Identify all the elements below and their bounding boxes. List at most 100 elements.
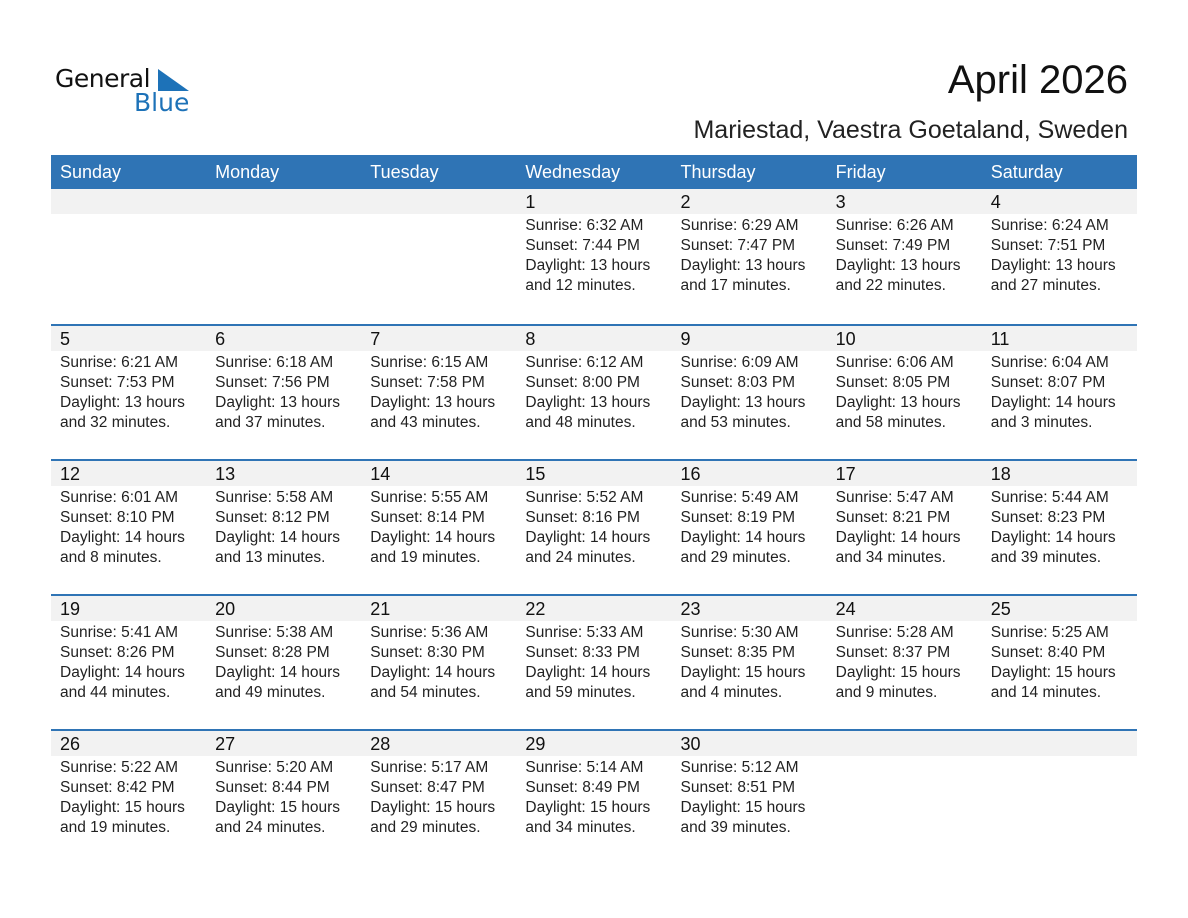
- sunset-text: Sunset: 8:33 PM: [525, 644, 640, 661]
- sunrise-text: Sunrise: 5:55 AM: [370, 489, 489, 506]
- logo-word-general: General: [55, 64, 151, 93]
- day-number: 15: [525, 464, 546, 484]
- daylight-text: Daylight: 15 hours: [215, 799, 341, 816]
- sunrise-text: Sunrise: 6:26 AM: [835, 217, 954, 234]
- day-number: 27: [215, 734, 236, 754]
- day-number: 11: [990, 329, 1010, 349]
- day-number: 28: [370, 734, 391, 754]
- sunset-text: Sunset: 8:28 PM: [215, 644, 330, 661]
- sunrise-text: Sunrise: 5:14 AM: [525, 759, 644, 776]
- sunrise-text: Sunrise: 5:58 AM: [215, 489, 334, 506]
- sunset-text: Sunset: 8:21 PM: [835, 509, 951, 526]
- minutes-text: and 34 minutes.: [525, 819, 636, 836]
- sunrise-text: Sunrise: 5:52 AM: [525, 489, 644, 506]
- minutes-text: and 19 minutes.: [60, 819, 171, 836]
- empty-cell: [827, 731, 982, 838]
- sunrise-text: Sunrise: 6:18 AM: [215, 354, 334, 371]
- daylight-text: Daylight: 14 hours: [60, 529, 185, 546]
- minutes-text: and 43 minutes.: [370, 414, 481, 431]
- sunrise-text: Sunrise: 5:44 AM: [990, 489, 1109, 506]
- minutes-text: and 3 minutes.: [990, 414, 1093, 431]
- logo-word-blue: Blue: [134, 88, 190, 117]
- daylight-text: Daylight: 14 hours: [990, 394, 1116, 411]
- daylight-text: Daylight: 15 hours: [60, 799, 185, 816]
- day-number: 24: [835, 599, 856, 619]
- sunset-text: Sunset: 8:26 PM: [60, 644, 175, 661]
- sunset-text: Sunset: 8:47 PM: [370, 779, 485, 796]
- weekday-header: Sunday Monday Tuesday Wednesday Thursday Frid…: [51, 155, 1137, 189]
- sunset-text: Sunset: 7:58 PM: [370, 374, 485, 391]
- day-number: 13: [215, 464, 236, 484]
- day-number: 29: [525, 734, 546, 754]
- sunset-text: Sunset: 8:05 PM: [835, 374, 951, 391]
- minutes-text: and 58 minutes.: [835, 414, 946, 431]
- daylight-text: Daylight: 13 hours: [525, 394, 651, 411]
- minutes-text: and 39 minutes.: [680, 819, 791, 836]
- day-number: 8: [525, 329, 536, 349]
- daylight-text: Daylight: 15 hours: [680, 799, 806, 816]
- day-cell: 18 Sunrise: 5:44 AM Sunset: 8:23 PM Dayligh…: [982, 461, 1137, 568]
- sunset-text: Sunset: 8:10 PM: [60, 509, 175, 526]
- week-row: 1 Sunrise: 6:32 AM Sunset: 7:44 PM Daylight…: [51, 189, 1137, 324]
- day-cell: 1 Sunrise: 6:32 AM Sunset: 7:44 PM Daylight…: [516, 189, 671, 296]
- sunrise-text: Sunrise: 6:04 AM: [990, 354, 1109, 371]
- day-cell: 7 Sunrise: 6:15 AM Sunset: 7:58 PM Daylight…: [361, 326, 516, 433]
- day-number: 9: [680, 329, 691, 349]
- day-cell: 21 Sunrise: 5:36 AM Sunset: 8:30 PM Dayligh…: [361, 596, 516, 703]
- sunrise-text: Sunrise: 6:24 AM: [990, 217, 1109, 234]
- day-number: 7: [370, 329, 381, 349]
- minutes-text: and 24 minutes.: [525, 549, 636, 566]
- day-number: 22: [525, 599, 546, 619]
- daylight-text: Daylight: 14 hours: [60, 664, 185, 681]
- sunset-text: Sunset: 8:42 PM: [60, 779, 175, 796]
- sunrise-text: Sunrise: 5:49 AM: [680, 489, 799, 506]
- sunrise-text: Sunrise: 6:29 AM: [680, 217, 799, 234]
- day-number: 2: [680, 192, 691, 212]
- day-cell: 26 Sunrise: 5:22 AM Sunset: 8:42 PM Dayligh…: [51, 731, 206, 838]
- week-row: 12 Sunrise: 6:01 AM Sunset: 8:10 PM Dayligh…: [51, 459, 1137, 594]
- day-number: 19: [60, 599, 81, 619]
- day-cell: 19 Sunrise: 5:41 AM Sunset: 8:26 PM Dayligh…: [51, 596, 206, 703]
- minutes-text: and 59 minutes.: [525, 684, 636, 701]
- day-cell: 27 Sunrise: 5:20 AM Sunset: 8:44 PM Dayligh…: [206, 731, 361, 838]
- minutes-text: and 29 minutes.: [370, 819, 481, 836]
- sunrise-text: Sunrise: 6:21 AM: [60, 354, 179, 371]
- sunset-text: Sunset: 8:23 PM: [990, 509, 1106, 526]
- sunset-text: Sunset: 8:35 PM: [680, 644, 796, 661]
- sunset-text: Sunset: 7:47 PM: [680, 237, 796, 254]
- empty-cell: [361, 189, 516, 296]
- day-cell: 13 Sunrise: 5:58 AM Sunset: 8:12 PM Dayligh…: [206, 461, 361, 568]
- day-number: 23: [680, 599, 701, 619]
- day-cell: 17 Sunrise: 5:47 AM Sunset: 8:21 PM Dayligh…: [827, 461, 982, 568]
- sunrise-text: Sunrise: 5:20 AM: [215, 759, 334, 776]
- day-cell: 28 Sunrise: 5:17 AM Sunset: 8:47 PM Dayligh…: [361, 731, 516, 838]
- day-number: 12: [60, 464, 81, 484]
- day-cell: 8 Sunrise: 6:12 AM Sunset: 8:00 PM Daylight…: [516, 326, 671, 433]
- day-number: 20: [215, 599, 236, 619]
- sunrise-text: Sunrise: 6:09 AM: [680, 354, 799, 371]
- page-title: April 2026: [947, 58, 1128, 102]
- day-cell: 30 Sunrise: 5:12 AM Sunset: 8:51 PM Dayligh…: [672, 731, 827, 838]
- empty-cell: [982, 731, 1137, 838]
- minutes-text: and 24 minutes.: [215, 819, 326, 836]
- daylight-text: Daylight: 14 hours: [835, 529, 961, 546]
- weekday-tuesday: Tuesday: [370, 162, 439, 182]
- day-cell: 24 Sunrise: 5:28 AM Sunset: 8:37 PM Dayligh…: [827, 596, 982, 703]
- day-cell: 5 Sunrise: 6:21 AM Sunset: 7:53 PM Daylight…: [51, 326, 206, 433]
- day-number: 3: [835, 192, 846, 212]
- sunset-text: Sunset: 8:16 PM: [525, 509, 640, 526]
- weekday-friday: Friday: [835, 162, 886, 182]
- day-cell: 3 Sunrise: 6:26 AM Sunset: 7:49 PM Daylight…: [827, 189, 982, 296]
- minutes-text: and 29 minutes.: [680, 549, 791, 566]
- sunrise-text: Sunrise: 5:12 AM: [680, 759, 799, 776]
- day-number: 18: [990, 464, 1011, 484]
- day-number-band: [51, 461, 1137, 486]
- daylight-text: Daylight: 14 hours: [215, 664, 341, 681]
- sunrise-text: Sunrise: 6:32 AM: [525, 217, 644, 234]
- daylight-text: Daylight: 15 hours: [835, 664, 961, 681]
- minutes-text: and 13 minutes.: [215, 549, 326, 566]
- day-number: 30: [680, 734, 701, 754]
- week-row: 19 Sunrise: 5:41 AM Sunset: 8:26 PM Dayligh…: [51, 594, 1137, 729]
- daylight-text: Daylight: 13 hours: [370, 394, 496, 411]
- week-row: 5 Sunrise: 6:21 AM Sunset: 7:53 PM Daylight…: [51, 324, 1137, 459]
